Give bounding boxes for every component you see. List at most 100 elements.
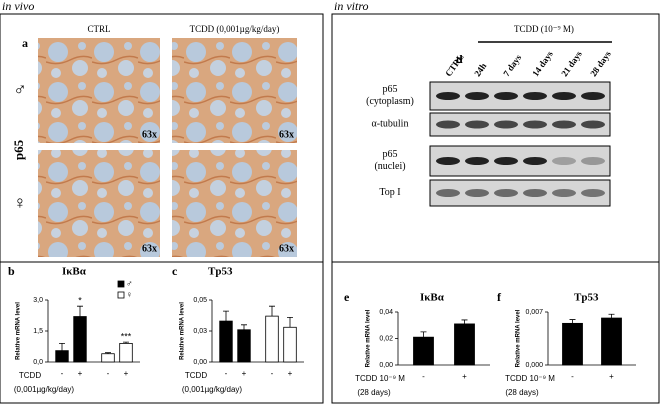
y-tick-label: 0,0 bbox=[33, 359, 43, 366]
y-axis-label: Relative mRNA level bbox=[180, 302, 186, 360]
y-tick-label: 0,00 bbox=[193, 359, 207, 366]
blot-label: p65 (nuclei) bbox=[374, 149, 405, 172]
micrograph bbox=[172, 38, 297, 143]
legend-swatch bbox=[117, 291, 125, 299]
error-bar bbox=[241, 324, 247, 330]
row-label: ♂ bbox=[13, 79, 27, 99]
band bbox=[552, 120, 576, 129]
x-axis-label: (28 days) bbox=[505, 388, 539, 397]
band bbox=[436, 120, 460, 129]
blot-label: p65 (cytoplasm) bbox=[366, 84, 414, 107]
band bbox=[465, 189, 489, 197]
band bbox=[523, 157, 547, 165]
bar bbox=[454, 323, 475, 366]
x-tick-label: - bbox=[571, 372, 574, 381]
blot bbox=[429, 112, 611, 137]
band bbox=[581, 189, 605, 197]
y-tick-label: 0,00 bbox=[379, 362, 393, 369]
lane-label: 14 days bbox=[530, 49, 555, 79]
x-axis-label: TCDD 10⁻⁹ M bbox=[355, 374, 405, 383]
legend-swatch bbox=[117, 280, 125, 288]
micrograph bbox=[38, 150, 160, 257]
error-bar bbox=[77, 305, 83, 317]
band bbox=[465, 157, 489, 165]
x-axis-label: TCDD bbox=[19, 371, 41, 380]
magnification: 63x bbox=[279, 129, 294, 140]
band bbox=[436, 157, 460, 165]
bar bbox=[119, 342, 133, 363]
band bbox=[581, 120, 605, 129]
section-label: in vitro bbox=[334, 0, 369, 13]
x-tick-label: + bbox=[124, 369, 129, 378]
micrograph bbox=[172, 150, 297, 257]
blot-label: α-tubulin bbox=[372, 119, 409, 130]
bar bbox=[265, 315, 279, 363]
row-title: p65 bbox=[11, 139, 26, 160]
band bbox=[552, 92, 576, 100]
micrograph bbox=[38, 38, 160, 143]
x-axis-label: (0,001µg/kg/day) bbox=[14, 385, 75, 394]
x-tick-label: + bbox=[609, 372, 614, 381]
band bbox=[436, 189, 460, 197]
error-bar bbox=[105, 352, 111, 354]
error-bar bbox=[569, 319, 576, 324]
x-axis-label: (28 days) bbox=[357, 388, 391, 397]
band bbox=[494, 189, 518, 197]
in-vivo-frame bbox=[0, 13, 324, 404]
error-bar bbox=[461, 319, 468, 324]
band bbox=[552, 189, 576, 197]
band bbox=[465, 92, 489, 100]
panel-label: a bbox=[22, 36, 28, 50]
section-label: in vivo bbox=[2, 0, 34, 13]
chart-title: Tp53 bbox=[574, 292, 599, 304]
band bbox=[523, 189, 547, 197]
chart-title: IκBα bbox=[420, 292, 445, 304]
y-tick-label: 0,05 bbox=[193, 297, 207, 304]
in-vitro-frame bbox=[331, 13, 660, 404]
band bbox=[581, 157, 605, 165]
x-tick-label: + bbox=[78, 369, 83, 378]
x-axis-label: (0,001µg/kg/day) bbox=[182, 385, 243, 394]
y-axis-label: Relative mRNA level bbox=[366, 309, 372, 367]
column-label: TCDD (0,001µg/kg/day) bbox=[190, 24, 280, 34]
row-label: ♀ bbox=[13, 192, 27, 212]
x-tick-label: - bbox=[107, 369, 110, 378]
legend-label: ♀ bbox=[126, 289, 133, 299]
magnification: 63x bbox=[142, 129, 157, 140]
y-axis-label: Relative mRNA level bbox=[516, 309, 522, 367]
band bbox=[494, 92, 518, 100]
x-tick-label: + bbox=[462, 372, 467, 381]
annotation: *** bbox=[121, 332, 132, 342]
band bbox=[494, 157, 518, 165]
bar bbox=[73, 316, 87, 363]
bar bbox=[283, 326, 297, 363]
y-tick-label: 3,0 bbox=[33, 297, 43, 304]
x-tick-label: - bbox=[61, 369, 64, 378]
magnification: 63x bbox=[279, 243, 294, 254]
y-tick-label: 1,5 bbox=[33, 328, 43, 335]
chart-title: Tp53 bbox=[208, 266, 233, 278]
panel-label: d bbox=[456, 52, 463, 66]
x-tick-label: - bbox=[225, 369, 228, 378]
band bbox=[552, 157, 576, 165]
band bbox=[581, 92, 605, 100]
band bbox=[523, 120, 547, 129]
band bbox=[494, 120, 518, 129]
bar bbox=[413, 336, 434, 366]
error-bar bbox=[420, 331, 427, 338]
error-bar bbox=[223, 310, 229, 322]
bar bbox=[101, 353, 115, 363]
x-tick-label: + bbox=[288, 369, 293, 378]
y-tick-label: 0,02 bbox=[379, 335, 393, 342]
column-label: CTRL bbox=[87, 24, 110, 34]
error-bar bbox=[287, 316, 293, 328]
x-tick-label: - bbox=[271, 369, 274, 378]
y-tick-label: 0,04 bbox=[379, 309, 393, 316]
x-tick-label: - bbox=[422, 372, 425, 381]
x-tick-label: + bbox=[242, 369, 247, 378]
x-axis-label: TCDD 10⁻⁹ M bbox=[505, 374, 555, 383]
y-tick-label: 0,000 bbox=[525, 362, 543, 369]
magnification: 63x bbox=[142, 243, 157, 254]
annotation: * bbox=[78, 296, 82, 306]
